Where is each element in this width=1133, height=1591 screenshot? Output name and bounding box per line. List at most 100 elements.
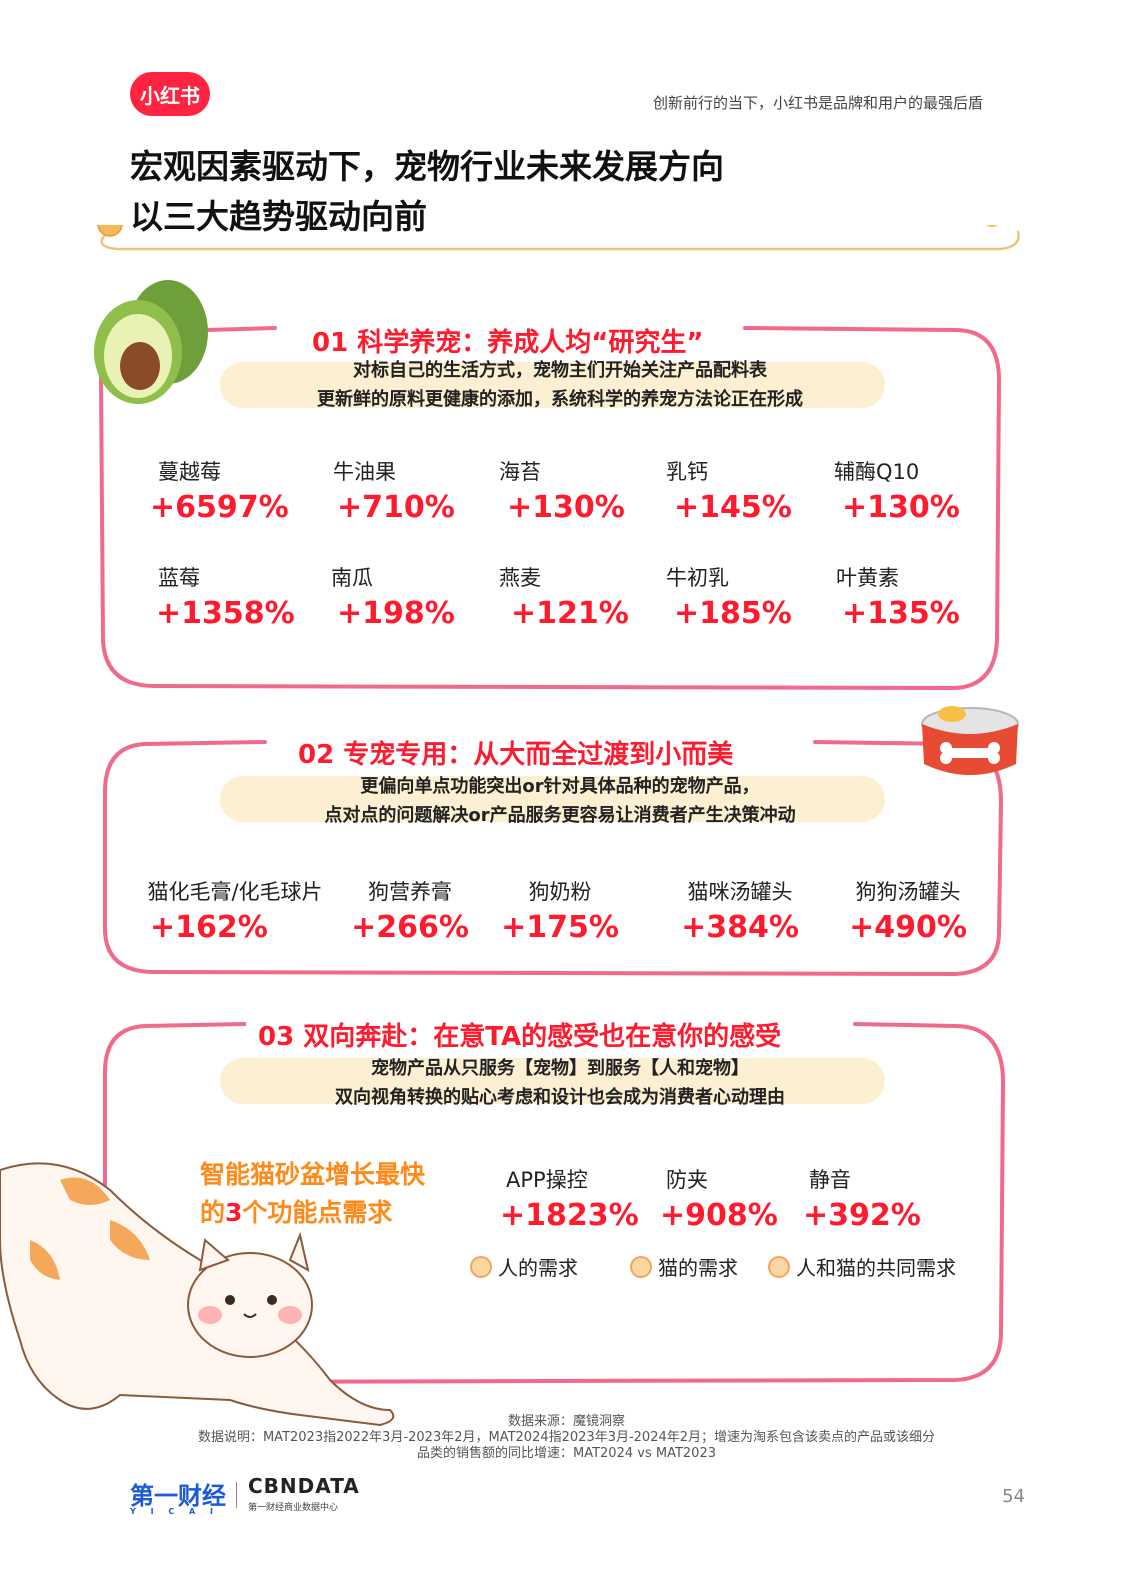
feature-label: 防夹 — [666, 1168, 708, 1192]
feature-label: APP操控 — [506, 1168, 588, 1192]
section2-subtitle: 更偏向单点功能突出or针对具体品种的宠物产品， 点对点的问题解决or产品服务更容… — [160, 772, 960, 830]
title-underline-decoration — [97, 225, 1020, 251]
page-title-line2: 以三大趋势驱动向前 — [130, 197, 427, 236]
need-tag: 人的需求 — [470, 1252, 578, 1281]
footer-notes: 数据来源：魔镜洞察 数据说明：MAT2023指2022年3月-2023年2月，M… — [0, 1414, 1133, 1462]
yicai-logo-text: 第一财经 — [130, 1482, 226, 1510]
product-growth: +266% — [351, 910, 469, 945]
ingredient-growth: +710% — [337, 490, 455, 525]
footer-note-line2: 品类的销售额的同比增速：MAT2024 vs MAT2023 — [417, 1446, 716, 1461]
feature-growth: +392% — [803, 1198, 921, 1233]
ingredient-growth: +121% — [511, 596, 629, 631]
section3-subtitle: 宠物产品从只服务【宠物】到服务【人和宠物】 双向视角转换的贴心考虑和设计也会成为… — [160, 1054, 960, 1112]
ingredient-label: 乳钙 — [666, 460, 708, 484]
lollipop-icon — [630, 1255, 652, 1278]
section3-title: 03 双向奔赴：在意TA的感受也在意你的感受 — [246, 1016, 794, 1053]
product-label: 狗营养膏 — [368, 880, 452, 904]
page-title-line1: 宏观因素驱动下，宠物行业未来发展方向 — [130, 147, 724, 186]
section2-subtitle-line2: 点对点的问题解决or产品服务更容易让消费者产生决策冲动 — [324, 805, 796, 826]
ingredient-growth: +185% — [674, 596, 792, 631]
ingredient-growth: +6597% — [150, 490, 289, 525]
ingredient-label: 蔓越莓 — [158, 460, 221, 484]
ingredient-item: 南瓜 +198% — [325, 562, 455, 631]
feature-growth: +908% — [660, 1198, 778, 1233]
product-item: 狗营养膏 +266% — [345, 876, 475, 945]
ingredient-item: 海苔 +130% — [495, 456, 625, 525]
ingredient-growth: +1358% — [156, 596, 295, 631]
feature-item: 静音 +392% — [803, 1164, 933, 1233]
section1-subtitle-line1: 对标自己的生活方式，宠物主们开始关注产品配料表 — [353, 360, 767, 381]
section1-title: 01 科学养宠：养成人均“研究生” — [300, 322, 716, 359]
ingredient-item: 蔓越莓 +6597% — [150, 456, 289, 525]
product-growth: +162% — [150, 910, 268, 945]
ingredient-growth: +130% — [507, 490, 625, 525]
ingredient-item: 蓝莓 +1358% — [150, 562, 295, 631]
yicai-logo: 第一财经 Y I C A I — [130, 1476, 226, 1516]
lollipop-icon — [470, 1255, 492, 1278]
cbndata-logo: CBNDATA — [248, 1474, 360, 1498]
need-tag: 猫的需求 — [630, 1252, 738, 1281]
product-growth: +384% — [681, 910, 799, 945]
product-growth: +490% — [849, 910, 967, 945]
feature-item: APP操控 +1823% — [500, 1164, 640, 1233]
section3-subtitle-line1: 宠物产品从只服务【宠物】到服务【人和宠物】 — [371, 1058, 749, 1079]
ingredient-label: 燕麦 — [499, 566, 541, 590]
pet-food-can-illustration — [921, 706, 1019, 775]
page-title: 宏观因素驱动下，宠物行业未来发展方向 以三大趋势驱动向前 — [130, 142, 724, 242]
litter-box-highlight-line1: 智能猫砂盆增长最快 — [200, 1160, 426, 1189]
product-item: 狗奶粉 +175% — [495, 876, 625, 945]
ingredient-item: 燕麦 +121% — [495, 562, 629, 631]
footer-note-line1: 数据说明：MAT2023指2022年3月-2023年2月，MAT2024指202… — [197, 1430, 936, 1445]
product-label: 狗狗汤罐头 — [855, 880, 961, 904]
ingredient-item: 叶黄素 +135% — [832, 562, 972, 631]
ingredient-label: 海苔 — [499, 460, 541, 484]
yicai-logo-sub: Y I C A I — [130, 1507, 219, 1516]
ingredient-growth: +198% — [337, 596, 455, 631]
section3-highlight — [220, 1058, 885, 1104]
cat-illustration — [0, 1162, 395, 1427]
feature-item: 防夹 +908% — [660, 1164, 790, 1233]
feature-growth: +1823% — [500, 1198, 639, 1233]
ingredient-label: 辅酶Q10 — [834, 460, 920, 484]
product-item: 狗狗汤罐头 +490% — [838, 876, 978, 945]
page-number: 54 — [1002, 1486, 1025, 1507]
cbndata-subtitle: 第一财经商业数据中心 — [248, 1503, 339, 1513]
xiaohongshu-logo: 小红书 — [130, 72, 210, 116]
ingredient-label: 叶黄素 — [836, 566, 899, 590]
highlight-pre: 的 — [200, 1198, 226, 1227]
ingredient-growth: +130% — [842, 490, 960, 525]
highlight-post: 个功能点需求 — [242, 1198, 393, 1227]
section1-subtitle-line2: 更新鲜的原料更健康的添加，系统科学的养宠方法论正在形成 — [317, 389, 803, 410]
section2-subtitle-line1: 更偏向单点功能突出or针对具体品种的宠物产品， — [360, 776, 760, 797]
section2-title: 02 专宠专用：从大而全过渡到小而美 — [286, 734, 746, 771]
product-label: 猫咪汤罐头 — [687, 880, 793, 904]
need-tag: 人和猫的共同需求 — [768, 1252, 956, 1281]
product-item: 猫咪汤罐头 +384% — [670, 876, 810, 945]
section1-subtitle: 对标自己的生活方式，宠物主们开始关注产品配料表 更新鲜的原料更健康的添加，系统科… — [160, 356, 960, 414]
feature-label: 静音 — [809, 1168, 851, 1192]
need-tag-label: 人的需求 — [498, 1256, 578, 1280]
product-item: 猫化毛膏/化毛球片 +162% — [130, 876, 340, 945]
avocado-illustration — [94, 280, 208, 404]
need-tag-label: 猫的需求 — [658, 1256, 738, 1280]
section3-frame — [103, 1022, 1006, 1385]
ingredient-growth: +145% — [674, 490, 792, 525]
litter-box-highlight: 智能猫砂盆增长最快 的3个功能点需求 — [200, 1156, 425, 1232]
ingredient-growth: +135% — [842, 596, 960, 631]
product-growth: +175% — [501, 910, 619, 945]
footer-source: 数据来源：魔镜洞察 — [507, 1414, 625, 1429]
need-tag-label: 人和猫的共同需求 — [796, 1256, 956, 1280]
header-tagline: 创新前行的当下，小红书是品牌和用户的最强后盾 — [652, 94, 983, 112]
ingredient-item: 牛油果 +710% — [325, 456, 455, 525]
ingredient-item: 乳钙 +145% — [662, 456, 792, 525]
product-label: 狗奶粉 — [528, 880, 592, 904]
section3-subtitle-line2: 双向视角转换的贴心考虑和设计也会成为消费者心动理由 — [335, 1087, 785, 1108]
section2-highlight — [220, 776, 885, 822]
ingredient-label: 南瓜 — [331, 566, 373, 590]
ingredient-label: 牛油果 — [333, 460, 396, 484]
ingredient-label: 蓝莓 — [158, 566, 200, 590]
lollipop-icon — [768, 1255, 790, 1278]
product-label: 猫化毛膏/化毛球片 — [147, 880, 323, 904]
ingredient-label: 牛初乳 — [666, 566, 729, 590]
ingredient-item: 牛初乳 +185% — [662, 562, 792, 631]
